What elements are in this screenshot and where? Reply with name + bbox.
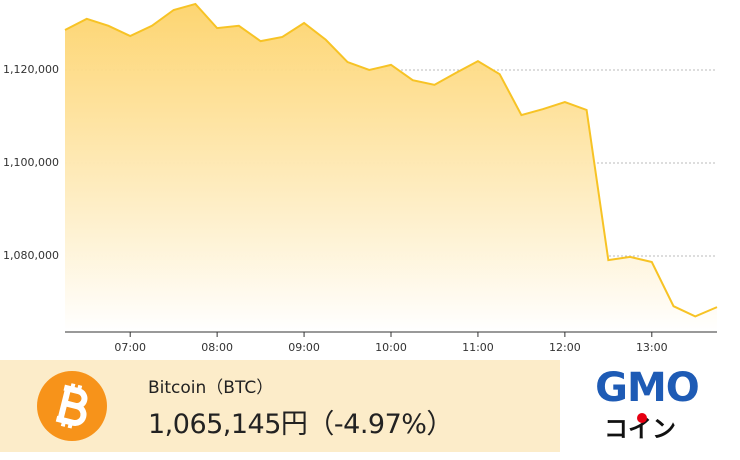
chart: 1,080,000 1,100,000 1,120,000 07:00 08:00 09:… (3, 2, 718, 354)
logo-dot (637, 413, 647, 423)
y-tick-label: 1,100,000 (3, 156, 59, 169)
area-fill (65, 3, 717, 332)
coin-name: Bitcoin（BTC） (148, 378, 274, 398)
bitcoin-icon (37, 371, 107, 441)
x-tick-label: 07:00 (114, 341, 146, 354)
price-line (64, 2, 718, 318)
coin-panel: Bitcoin（BTC） 1,065,145円（-4.97%） (0, 360, 560, 452)
x-tick-label: 10:00 (375, 341, 407, 354)
x-tick-label: 08:00 (201, 341, 233, 354)
x-tick-label: 12:00 (549, 341, 581, 354)
x-tick-label: 13:00 (636, 341, 668, 354)
x-tick-label: 11:00 (462, 341, 494, 354)
y-tick-label: 1,120,000 (3, 63, 59, 76)
x-tick-label: 09:00 (288, 341, 320, 354)
y-tick-label: 1,080,000 (3, 249, 59, 262)
logo-brand: GMO (595, 365, 700, 411)
coin-price: 1,065,145円（-4.97%） (148, 409, 453, 440)
